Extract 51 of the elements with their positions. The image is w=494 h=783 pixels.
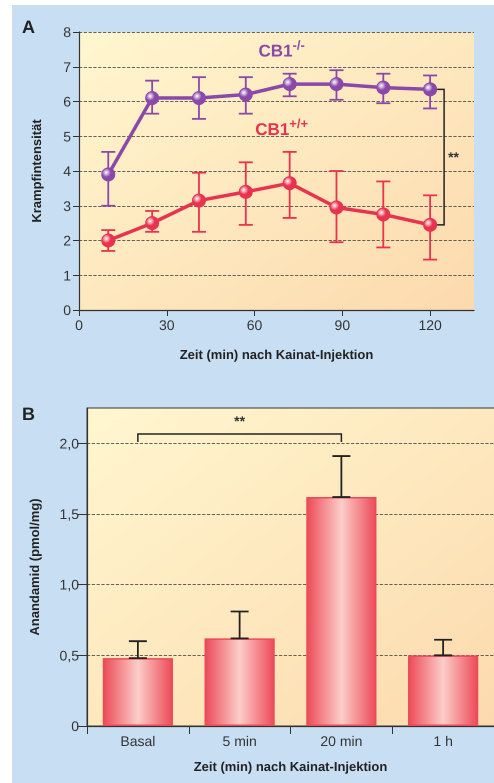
point: [423, 218, 438, 232]
point: [282, 77, 297, 92]
x-tick-label: 30: [158, 317, 175, 333]
x-axis-title: Zeit (min) nach Kainat-Injektion: [194, 759, 388, 774]
y-tick-label: 0,5: [60, 647, 80, 664]
x-tick-label: 120: [418, 317, 442, 333]
chart-title: B: [22, 404, 35, 424]
point: [238, 184, 253, 199]
point: [282, 176, 297, 190]
x-tick-label: 5 min: [222, 733, 257, 749]
annotation: **: [448, 149, 460, 166]
point: [376, 207, 390, 222]
x-tick-label: 90: [334, 317, 350, 333]
text: CB1+/+: [255, 116, 308, 139]
point: [101, 234, 116, 248]
x-tick-label: 20 min: [320, 733, 362, 749]
y-tick-label: 1: [63, 267, 72, 284]
x-tick-label: 1 h: [433, 733, 453, 749]
point: [423, 82, 438, 96]
x-axis-title: Zeit (min) nach Kainat-Injektion: [180, 347, 374, 362]
y-tick-label: 0: [63, 302, 72, 318]
x-tick-label: 60: [246, 317, 263, 333]
point: [145, 216, 160, 230]
y-tick-label: 8: [63, 24, 72, 40]
series-label: CB1-/-: [258, 38, 305, 61]
y-tick-label: 4: [63, 163, 72, 179]
point: [376, 80, 390, 95]
bar: [204, 638, 275, 726]
y-tick-label: 7: [63, 58, 72, 75]
point: [192, 194, 206, 208]
point: [145, 91, 160, 106]
point: [101, 167, 116, 182]
y-tick-label: 1,5: [60, 506, 80, 522]
y-tick-label: 3: [63, 198, 72, 214]
y-tick-label: 5: [63, 128, 72, 144]
y-tick-label: 1,0: [60, 576, 80, 593]
x-tick-label: Basal: [120, 733, 156, 749]
y-axis-title: Krampfintensität: [29, 118, 44, 223]
point: [329, 200, 344, 214]
point: [192, 91, 206, 106]
y-tick-label: 6: [63, 94, 72, 110]
point: [329, 77, 344, 92]
bar: [408, 655, 478, 726]
y-tick-label: 2: [63, 232, 72, 248]
point: [238, 88, 253, 102]
y-axis-title: Anandamid (pmol/mg): [27, 498, 42, 636]
chart-title: A: [22, 17, 35, 37]
bar: [102, 658, 173, 726]
annotation: **: [234, 413, 246, 429]
bar: [306, 497, 376, 726]
y-tick-label: 2,0: [60, 435, 80, 452]
